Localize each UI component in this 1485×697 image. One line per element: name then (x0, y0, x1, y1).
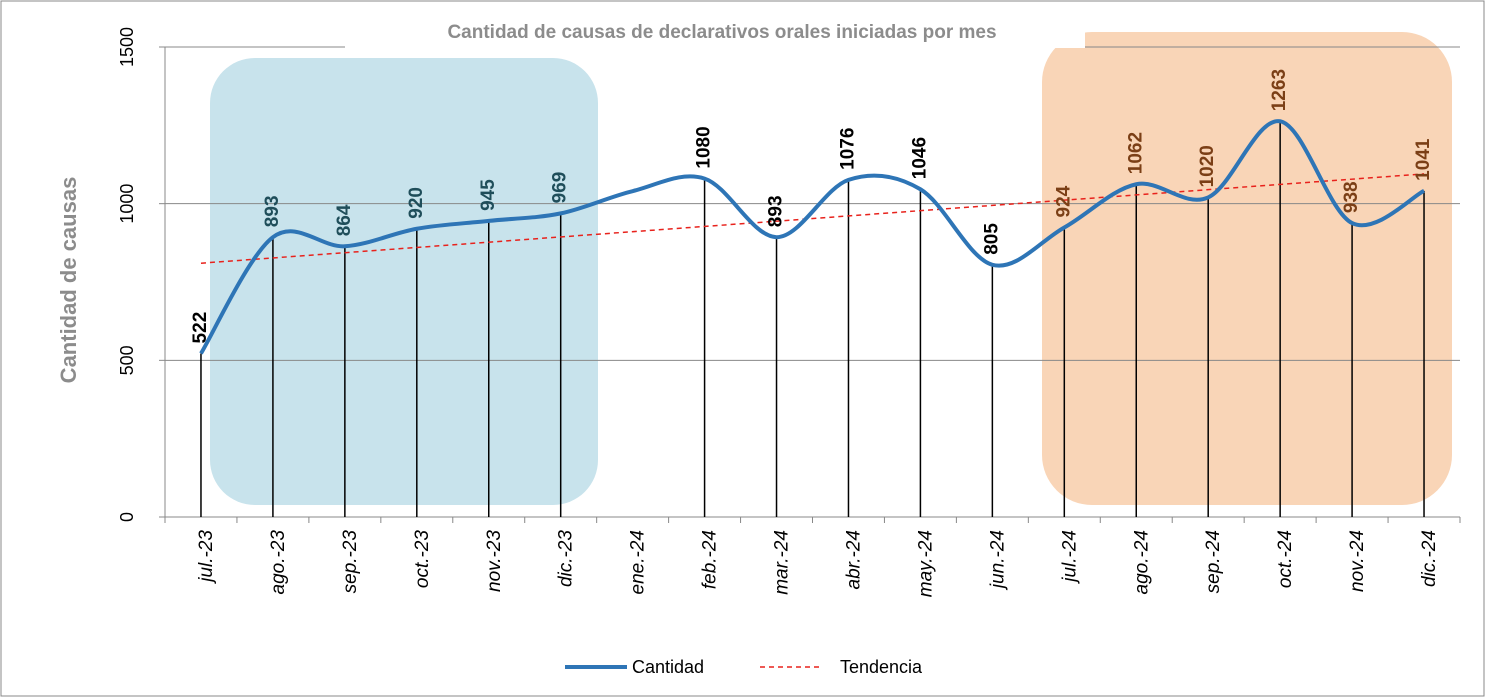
data-label: 893 (766, 195, 787, 227)
highlight-box (210, 58, 598, 505)
x-tick-label: jul.-23 (196, 530, 217, 585)
x-tick-label: nov.-24 (1347, 530, 1368, 592)
data-label: 969 (550, 172, 571, 204)
x-tick-label: ene.-24 (628, 530, 649, 594)
y-axis-label: Cantidad de causas (56, 177, 81, 384)
x-tick-label: ago.-24 (1131, 530, 1152, 594)
data-label: 924 (1053, 185, 1074, 217)
x-tick-label: oct.-23 (412, 530, 433, 589)
x-tick-label: ago.-23 (268, 530, 289, 595)
data-label: 920 (406, 187, 427, 219)
data-label: 1041 (1413, 138, 1434, 181)
x-tick-label: may.-24 (915, 530, 936, 597)
data-label: 864 (334, 204, 355, 236)
data-label: 1080 (694, 126, 715, 168)
data-label: 522 (190, 312, 211, 344)
data-label: 893 (262, 195, 283, 227)
x-tick-label: abr.-24 (843, 530, 864, 590)
x-tick-label: jul.-24 (1059, 530, 1080, 585)
chart-title: Cantidad de causas de declarativos orale… (447, 22, 996, 43)
legend-label: Cantidad (632, 657, 704, 677)
data-label: 1020 (1197, 145, 1218, 187)
data-label: 1046 (909, 137, 930, 179)
data-label: 945 (478, 179, 499, 211)
title-background (345, 18, 1085, 48)
x-tick-label: mar.-24 (772, 530, 793, 595)
legend-label: Tendencia (840, 657, 923, 677)
x-tick-label: sep.-24 (1203, 530, 1224, 593)
x-tick-label: dic.-24 (1419, 530, 1440, 587)
data-label: 805 (981, 223, 1002, 255)
x-tick-label: jun.-24 (987, 530, 1008, 591)
x-tick-label: nov.-23 (484, 530, 505, 592)
y-tick-label: 0 (117, 512, 137, 522)
x-tick-label: dic.-23 (556, 530, 577, 587)
data-label: 1263 (1269, 69, 1290, 111)
series-line (199, 119, 1426, 355)
y-tick-label: 500 (117, 345, 137, 375)
x-tick-label: feb.-24 (700, 530, 721, 589)
highlight-box (1042, 32, 1452, 505)
data-label: 1076 (837, 128, 858, 170)
y-tick-label: 1500 (117, 27, 137, 67)
x-tick-label: oct.-24 (1275, 530, 1296, 588)
y-tick-label: 1000 (117, 184, 137, 224)
data-label: 1062 (1125, 132, 1146, 174)
x-tick-label: sep.-23 (340, 530, 361, 594)
data-label: 938 (1341, 181, 1362, 213)
